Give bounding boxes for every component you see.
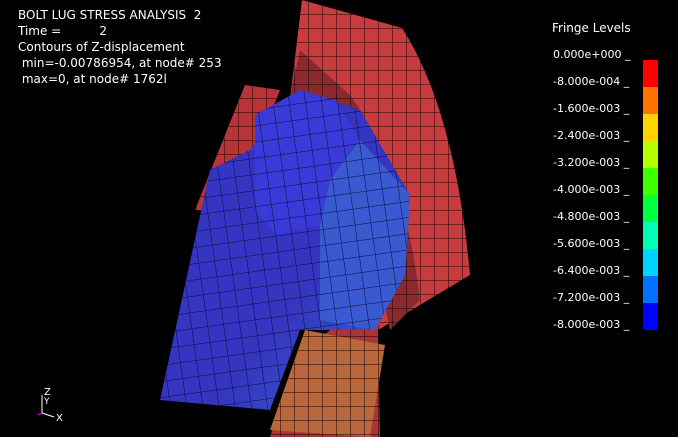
legend-swatch <box>643 195 658 222</box>
legend-swatch <box>643 60 658 87</box>
legend-swatch <box>643 141 658 168</box>
blue-lug-body <box>160 90 410 410</box>
legend-swatch <box>643 222 658 249</box>
legend-level: -1.600e-003 _ <box>553 102 630 115</box>
bottom-pad <box>270 330 385 437</box>
axis-x-label: X <box>56 413 63 424</box>
legend-swatch <box>643 168 658 195</box>
axis-z-label: Z <box>44 387 51 398</box>
legend-level: -6.400e-003 _ <box>553 264 630 277</box>
legend-level: -5.600e-003 _ <box>553 237 630 250</box>
axis-triad-icon: Z Y X <box>37 387 63 424</box>
legend-level: -2.400e-003 _ <box>553 129 630 142</box>
legend-swatch <box>643 114 658 141</box>
legend-level: 0.000e+000 _ <box>553 48 631 61</box>
legend-level: -7.200e-003 _ <box>553 291 630 304</box>
legend-swatch <box>643 303 658 330</box>
axis-y-label: Y <box>43 397 50 407</box>
legend-swatch <box>643 87 658 114</box>
fringe-legend-title: Fringe Levels <box>552 21 631 35</box>
legend-level: -8.000e-003 _ <box>553 318 630 331</box>
legend-level: -4.800e-003 _ <box>553 210 630 223</box>
time-readout: Time = 2 <box>18 24 108 38</box>
contour-label: Contours of Z-displacement <box>18 40 185 54</box>
legend-level: -4.000e-003 _ <box>553 183 630 196</box>
legend-level: -3.200e-003 _ <box>553 156 630 169</box>
analysis-title: BOLT LUG STRESS ANALYSIS 2 <box>18 8 202 22</box>
legend-level: -8.000e-004 _ <box>553 75 630 88</box>
legend-swatch <box>643 249 658 276</box>
min-readout: min=-0.00786954, at node# 253 <box>18 56 222 70</box>
legend-swatch <box>643 276 658 303</box>
max-readout: max=0, at node# 1762l <box>18 72 167 86</box>
